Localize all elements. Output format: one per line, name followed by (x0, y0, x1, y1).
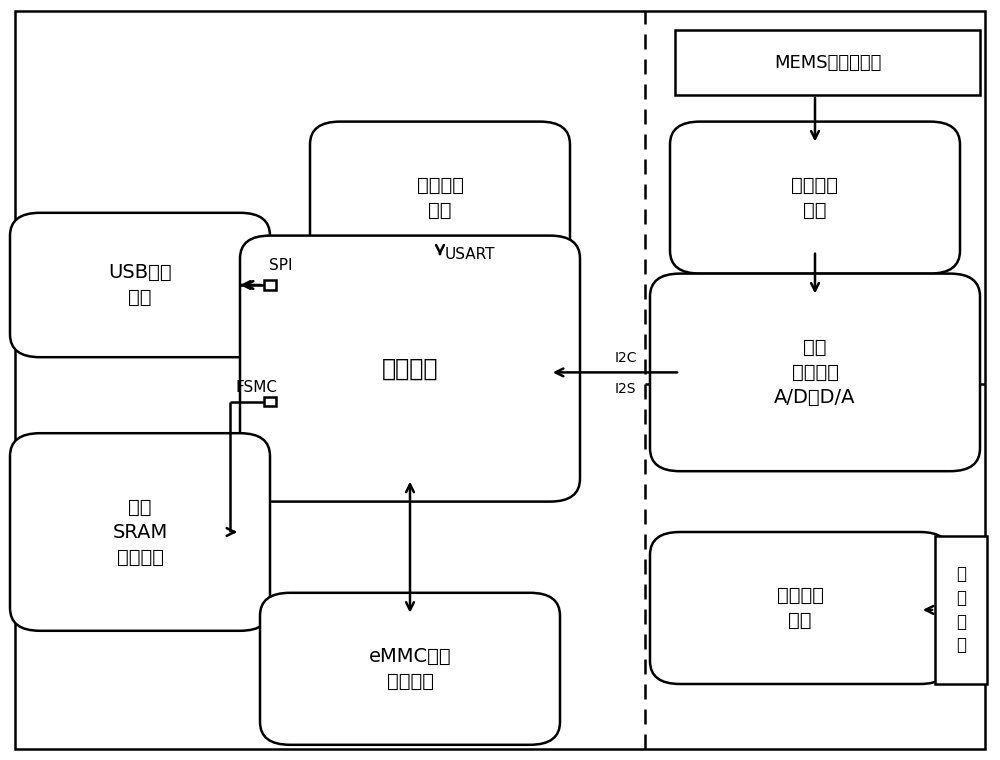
Text: eMMC数据
存储模块: eMMC数据 存储模块 (369, 647, 451, 691)
FancyBboxPatch shape (10, 213, 270, 357)
Text: SPI: SPI (269, 258, 292, 274)
Text: 电源转换
模块: 电源转换 模块 (776, 586, 824, 630)
Text: 电
源
接
口: 电 源 接 口 (956, 565, 966, 654)
Text: FSMC: FSMC (235, 381, 277, 395)
FancyBboxPatch shape (650, 532, 950, 684)
Text: MEMS麦克风接口: MEMS麦克风接口 (774, 54, 881, 71)
Text: 信号调理
模块: 信号调理 模块 (792, 176, 838, 220)
FancyBboxPatch shape (310, 122, 570, 274)
Bar (935, 536, 987, 684)
FancyBboxPatch shape (650, 274, 980, 471)
Text: I2C: I2C (615, 351, 638, 365)
Text: USB通讯
模块: USB通讯 模块 (108, 263, 172, 307)
Text: 主控芯片: 主控芯片 (382, 356, 438, 381)
FancyBboxPatch shape (260, 593, 560, 745)
FancyBboxPatch shape (670, 122, 960, 274)
Bar (675, 30, 980, 95)
Text: 外部
SRAM
存储模块: 外部 SRAM 存储模块 (112, 498, 168, 566)
Text: I2S: I2S (615, 382, 637, 395)
Text: USART: USART (445, 247, 496, 262)
FancyBboxPatch shape (240, 236, 580, 502)
Bar (264, 280, 276, 290)
Text: 串口通讯
模块: 串口通讯 模块 (417, 176, 464, 220)
Text: 音频
编解码器
A/D、D/A: 音频 编解码器 A/D、D/A (774, 338, 856, 407)
FancyBboxPatch shape (10, 433, 270, 631)
Bar (264, 397, 276, 406)
